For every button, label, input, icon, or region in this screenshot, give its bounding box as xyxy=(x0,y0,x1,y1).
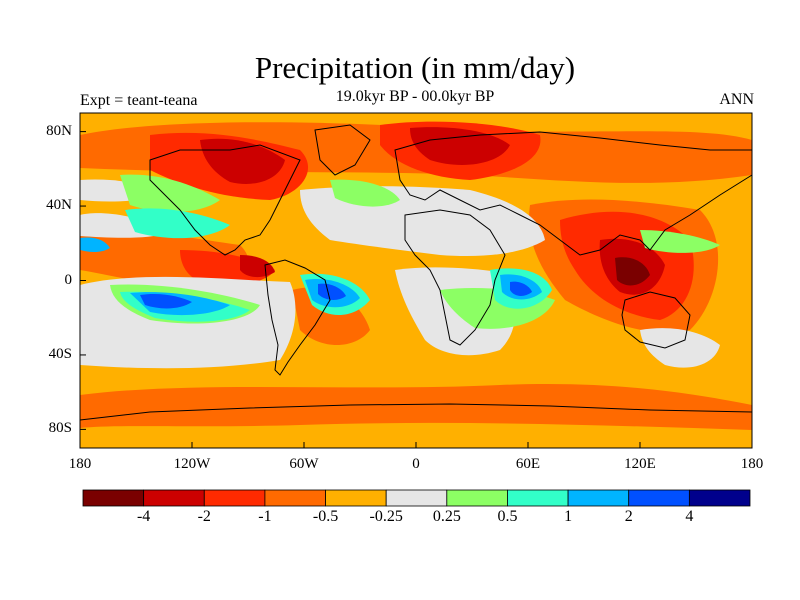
coastline-africa xyxy=(404,209,506,346)
colorbar-label: 2 xyxy=(624,508,633,525)
colorbar-label: -0.5 xyxy=(312,508,339,525)
colorbar-label: -4 xyxy=(136,508,151,525)
chart-subtitle: 19.0kyr BP - 00.0kyr BP xyxy=(335,88,495,105)
lon-tick-label: 180 xyxy=(740,456,764,472)
colorbar-label: 0.5 xyxy=(497,508,518,525)
coastline-south-america xyxy=(264,259,331,376)
coastline-eurasia xyxy=(394,131,753,256)
latitude-ticks xyxy=(80,131,86,430)
colorbar-swatch xyxy=(628,489,690,507)
colorbar-swatch xyxy=(385,489,448,507)
coastline-north-america xyxy=(149,144,301,256)
experiment-label: Expt = teant-teana xyxy=(80,92,198,109)
colorbar-swatch xyxy=(82,489,145,507)
colorbar-swatch xyxy=(567,489,630,507)
map-panel xyxy=(79,112,753,449)
red-anomaly-regions xyxy=(200,127,665,295)
colorbar-label: -1 xyxy=(258,508,272,525)
colorbar-swatch xyxy=(143,489,205,507)
lon-tick-label: 120E xyxy=(624,456,656,472)
lat-tick-label: 80S xyxy=(48,420,72,437)
colorbar-swatch xyxy=(203,489,266,507)
lon-tick-label: 0 xyxy=(412,456,420,472)
season-label: ANN xyxy=(719,91,754,108)
longitude-ticks xyxy=(79,442,753,448)
colorbar-swatch xyxy=(325,489,387,507)
blue-anomaly-regions xyxy=(140,281,532,309)
coastlines xyxy=(79,124,753,421)
colorbar-swatch xyxy=(264,489,326,507)
colorbar-swatch xyxy=(446,489,508,507)
colorbar-label: 4 xyxy=(685,508,694,525)
coastline-greenland xyxy=(314,124,371,176)
colorbar-label: -0.25 xyxy=(369,508,403,525)
chart-title: Precipitation (in mm/day) xyxy=(254,50,576,85)
colorbar-swatch xyxy=(688,489,751,507)
colorbar-label: 0.25 xyxy=(432,508,461,525)
lon-tick-label: 60W xyxy=(289,456,319,472)
colorbar-swatch xyxy=(507,489,569,507)
lat-tick-label: 80N xyxy=(46,122,72,139)
lat-tick-label: 40N xyxy=(46,197,72,214)
lon-tick-label: 60E xyxy=(515,456,541,472)
colorbar xyxy=(82,489,751,507)
colorbar-label: -2 xyxy=(197,508,211,525)
coastline-antarctica xyxy=(79,403,753,421)
colorbar-label: 1 xyxy=(564,508,573,525)
coastline-australia xyxy=(621,291,691,349)
lon-tick-label: 180 xyxy=(68,456,92,472)
lat-tick-label: 40S xyxy=(48,345,72,362)
lat-tick-label: 0 xyxy=(64,271,73,288)
darkest-red-core xyxy=(615,257,650,286)
lon-tick-label: 120W xyxy=(173,456,211,472)
